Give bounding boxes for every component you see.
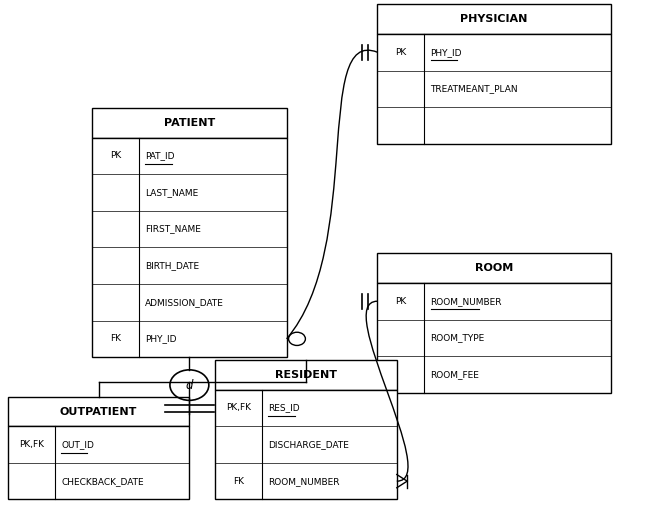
Text: PHY_ID: PHY_ID (430, 48, 462, 57)
Text: ROOM_NUMBER: ROOM_NUMBER (430, 297, 502, 306)
Text: PK,FK: PK,FK (19, 440, 44, 449)
Text: d: d (186, 379, 193, 391)
Text: LAST_NAME: LAST_NAME (145, 188, 199, 197)
Text: ROOM_TYPE: ROOM_TYPE (430, 333, 485, 342)
Text: ROOM: ROOM (475, 263, 513, 273)
Text: CHECKBACK_DATE: CHECKBACK_DATE (61, 477, 144, 485)
Text: PAT_ID: PAT_ID (145, 151, 175, 160)
Text: PK: PK (110, 151, 121, 160)
Text: PK: PK (395, 297, 406, 306)
Bar (8, 397, 189, 426)
Bar (378, 34, 611, 144)
Text: BIRTH_DATE: BIRTH_DATE (145, 261, 199, 270)
Text: FIRST_NAME: FIRST_NAME (145, 224, 201, 234)
Text: PHY_ID: PHY_ID (145, 334, 177, 343)
Text: ADMISSION_DATE: ADMISSION_DATE (145, 298, 224, 307)
Text: PK,FK: PK,FK (226, 404, 251, 412)
Text: ROOM_FEE: ROOM_FEE (430, 370, 479, 379)
Bar (92, 108, 286, 137)
Bar (215, 390, 397, 499)
Text: RES_ID: RES_ID (268, 404, 300, 412)
Text: FK: FK (233, 477, 244, 485)
Text: OUT_ID: OUT_ID (61, 440, 94, 449)
Bar (92, 137, 286, 357)
Text: ROOM_NUMBER: ROOM_NUMBER (268, 477, 340, 485)
Bar (378, 283, 611, 393)
Text: RESIDENT: RESIDENT (275, 370, 337, 380)
Bar (215, 360, 397, 390)
Text: PHYSICIAN: PHYSICIAN (460, 14, 528, 24)
Text: FK: FK (110, 334, 121, 343)
Bar (378, 253, 611, 283)
Text: TREATMEANT_PLAN: TREATMEANT_PLAN (430, 84, 518, 94)
Text: PATIENT: PATIENT (164, 118, 215, 128)
Text: OUTPATIENT: OUTPATIENT (60, 407, 137, 416)
Bar (378, 5, 611, 34)
Text: DISCHARGE_DATE: DISCHARGE_DATE (268, 440, 350, 449)
Bar (8, 426, 189, 499)
Text: PK: PK (395, 48, 406, 57)
